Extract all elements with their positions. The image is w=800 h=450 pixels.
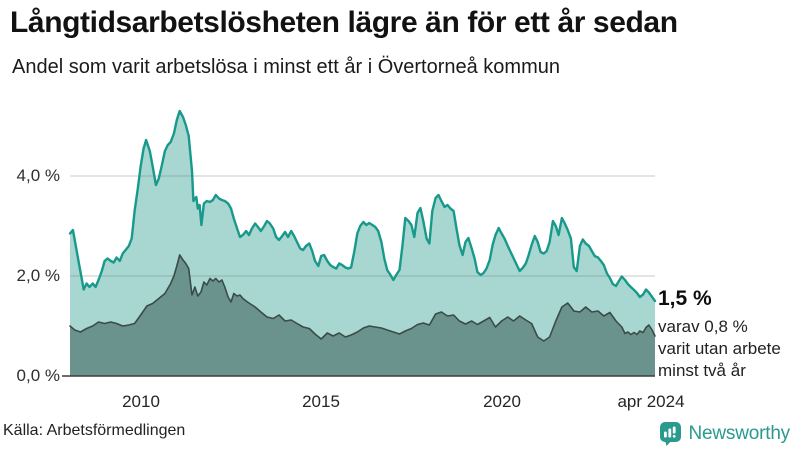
brand-name: Newsworthy bbox=[688, 422, 791, 444]
x-axis-tick-label: 2010 bbox=[122, 392, 160, 411]
x-axis-tick-label: 2015 bbox=[302, 392, 340, 411]
page-title: Långtidsarbetslösheten lägre än för ett … bbox=[10, 6, 678, 39]
chart-subtitle: Andel som varit arbetslösa i minst ett å… bbox=[12, 56, 560, 78]
source-credit: Källa: Arbetsförmedlingen bbox=[3, 422, 186, 439]
y-axis-tick-label: 2,0 % bbox=[16, 266, 60, 285]
annotation-line: minst två år bbox=[658, 361, 746, 380]
annotation-line: varav 0,8 % bbox=[658, 317, 748, 336]
newsworthy-logo: Newsworthy bbox=[659, 421, 790, 446]
y-axis-tick-label: 0,0 % bbox=[16, 366, 60, 385]
newsworthy-icon bbox=[659, 422, 681, 446]
x-axis-tick-label: apr 2024 bbox=[617, 392, 685, 411]
x-axis-tick-label: 2020 bbox=[483, 392, 521, 411]
annotation-line: varit utan arbete bbox=[658, 339, 781, 358]
end-value-annotation: 1,5 % varav 0,8 % varit utan arbete mins… bbox=[658, 287, 796, 382]
y-axis-tick-label: 4,0 % bbox=[16, 166, 60, 185]
latest-value-label: 1,5 % bbox=[658, 287, 712, 310]
